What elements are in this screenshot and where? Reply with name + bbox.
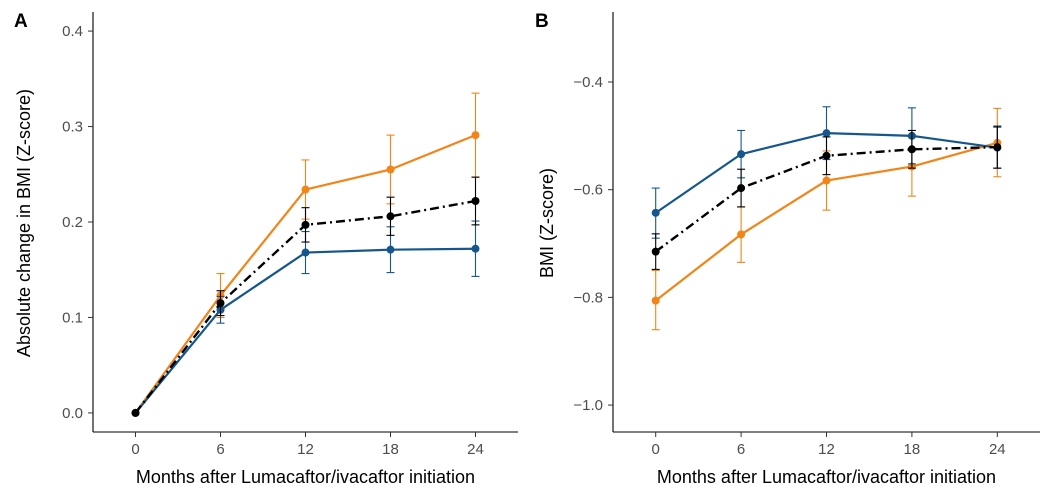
x-tick-label: 0 [652, 441, 660, 458]
data-point [651, 208, 660, 217]
y-axis-title: Absolute change in BMI (Z-score) [14, 89, 34, 357]
y-tick-label: 0.4 [62, 23, 83, 40]
data-point [131, 408, 140, 417]
data-point [386, 165, 395, 174]
y-tick-label: 0.3 [62, 119, 83, 136]
x-tick-label: 12 [297, 441, 314, 458]
y-tick-label: −0.8 [573, 289, 603, 306]
data-point [471, 131, 480, 140]
y-tick-label: 0.1 [62, 309, 83, 326]
data-point [386, 245, 395, 254]
data-point [822, 151, 831, 160]
x-tick-label: 24 [467, 441, 484, 458]
x-tick-label: 6 [216, 441, 224, 458]
data-point [737, 230, 746, 239]
series-blue [131, 220, 480, 417]
data-point [471, 244, 480, 253]
x-tick-label: 18 [904, 441, 921, 458]
data-point [907, 145, 916, 154]
panel-b: B −1.0 −0.8 −0.6 −0.4 0 6 12 18 24 Months after L… [535, 11, 1040, 487]
x-tick-label: 0 [131, 441, 139, 458]
x-axis-title: Months after Lumacaftor/ivacaftor initia… [136, 467, 475, 487]
x-axis-title: Months after Lumacaftor/ivacaftor initia… [657, 467, 996, 487]
y-tick-label: 0.0 [62, 405, 83, 422]
data-point [301, 248, 310, 257]
series-black [131, 176, 480, 417]
x-tick-label: 18 [382, 441, 399, 458]
data-point [651, 247, 660, 256]
data-point [651, 296, 660, 305]
y-tick-label: −0.6 [573, 182, 603, 199]
panel-b-label: B [535, 11, 549, 32]
panel-a-label: A [14, 11, 28, 32]
y-axis-title: BMI (Z-score) [537, 168, 557, 278]
data-point [216, 299, 225, 308]
x-tick-label: 6 [737, 441, 745, 458]
panel-a: A 0.0 0.1 0.2 0.3 0.4 0 6 12 18 24 Months after Lu… [14, 11, 518, 487]
data-point [737, 150, 746, 159]
data-point [301, 220, 310, 229]
y-tick-label: −1.0 [573, 397, 603, 414]
y-tick-label: 0.2 [62, 214, 83, 231]
data-point [993, 143, 1002, 152]
series-black [651, 125, 1002, 270]
data-point [737, 184, 746, 193]
data-point [471, 197, 480, 205]
x-tick-label: 24 [989, 441, 1006, 458]
data-point [386, 212, 395, 221]
data-point [822, 129, 831, 138]
data-point [301, 185, 310, 194]
data-point [822, 176, 831, 185]
x-tick-label: 12 [818, 441, 835, 458]
y-tick-label: −0.4 [573, 74, 603, 91]
